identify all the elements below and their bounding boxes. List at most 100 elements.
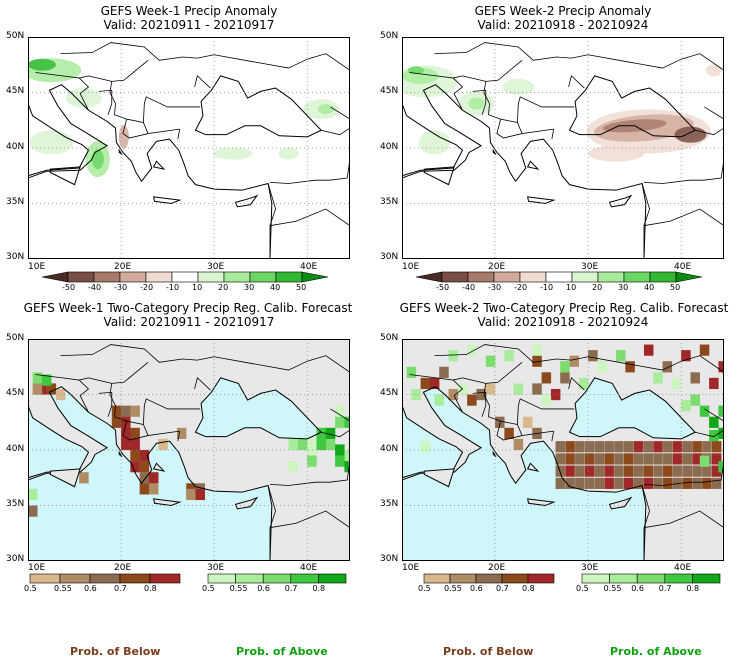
colorbar-tick-label: 0.7 <box>284 584 298 593</box>
colorbar-tick-label: 0.7 <box>658 584 672 593</box>
probability-cell <box>288 461 299 473</box>
probability-cell <box>625 361 635 373</box>
probability-cell <box>565 465 575 477</box>
probability-cell <box>406 366 417 378</box>
island <box>118 450 123 458</box>
colorbar-swatch <box>475 573 503 584</box>
colorbar-tick-label: 0.6 <box>631 584 644 593</box>
panel1-lon-20e: 20E <box>114 262 132 272</box>
border-line <box>551 431 555 442</box>
probability-cell <box>604 465 614 477</box>
colorbar-swatch <box>223 271 251 283</box>
panel2-valid: Valid: 20210918 - 20210924 <box>477 18 649 32</box>
probability-cell <box>682 477 693 489</box>
border-line <box>269 465 349 486</box>
colorbar-swatch <box>119 271 147 283</box>
colorbar-swatch <box>29 573 61 584</box>
border-line <box>516 96 575 123</box>
coastline <box>568 75 696 138</box>
probability-cell <box>671 377 682 390</box>
probability-cell <box>565 441 575 453</box>
probability-cell <box>335 455 345 467</box>
probability-cell <box>690 372 700 384</box>
colorbar-tick-label: 20 <box>592 283 603 292</box>
probability-cell <box>541 394 552 406</box>
probability-cell <box>692 465 702 477</box>
probability-cell <box>79 472 89 484</box>
colorbar-tick-label: 40 <box>270 283 281 292</box>
probability-cell <box>569 355 580 367</box>
probability-cell <box>111 416 122 428</box>
probability-cell <box>643 344 654 356</box>
border-line <box>88 362 149 384</box>
colorbar-tick-label: -10 <box>540 283 554 292</box>
probability-cell <box>32 383 43 395</box>
island <box>423 468 455 488</box>
border-line <box>643 465 723 486</box>
probability-cell <box>663 465 673 477</box>
colorbar-swatch <box>93 271 121 283</box>
precip-anomaly-region <box>407 66 424 75</box>
probability-cell <box>130 450 140 462</box>
probability-cell <box>663 441 673 453</box>
anomaly-colorbar-week2: -50 -40 -30 -20 -10 10 20 30 40 50 <box>415 271 703 292</box>
probability-cell <box>46 383 57 395</box>
probability-cell <box>186 488 196 501</box>
probability-cell <box>709 416 719 428</box>
probability-cell <box>616 350 626 362</box>
island <box>234 496 259 510</box>
panel3-lat-40n: 40N <box>6 444 25 454</box>
colorbar-swatch <box>262 573 292 584</box>
colorbar-swatch <box>290 573 319 584</box>
probability-cell <box>32 372 43 384</box>
probability-cell <box>594 441 605 453</box>
colorbar-tick-label: 0.55 <box>603 584 622 593</box>
probability-cell <box>522 416 533 428</box>
colorbar-tick-label: 0.6 <box>470 584 483 593</box>
panel1-valid: Valid: 20210911 - 20210917 <box>103 18 275 32</box>
island <box>153 196 182 205</box>
colorbar-swatch <box>527 573 555 584</box>
island <box>49 468 81 488</box>
colorbar-tick-label: 0.55 <box>444 584 462 593</box>
probability-cell <box>653 441 663 453</box>
prob-above-colorbar-week1: 0.5 0.55 0.6 0.7 0.8 <box>202 573 347 593</box>
border-line <box>452 77 464 111</box>
probability-cell <box>663 453 673 465</box>
coastlines <box>29 377 322 560</box>
panel3-lat-50n: 50N <box>6 333 25 343</box>
island <box>608 194 633 208</box>
border-line <box>177 431 181 442</box>
panel3-lat-35n: 35N <box>6 499 25 509</box>
colorbar-swatch <box>493 271 521 283</box>
coastline <box>29 386 273 560</box>
colorbar-tick-label: 0.5 <box>576 584 589 593</box>
panel1-lat-40n: 40N <box>6 142 25 152</box>
colorbar-tick-label: 40 <box>644 283 655 292</box>
probability-cell <box>711 453 722 465</box>
probability-cell <box>555 453 566 465</box>
border-line <box>269 510 349 529</box>
border-line <box>330 408 349 421</box>
precip-anomaly-region <box>674 126 707 143</box>
probability-cell <box>699 455 710 467</box>
sea-region <box>403 386 646 560</box>
probability-cell <box>643 477 653 489</box>
probability-cell <box>420 377 431 390</box>
sea-region <box>569 377 696 439</box>
country-borders <box>35 344 349 560</box>
panel1-lon-30e: 30E <box>207 262 225 272</box>
border-line <box>122 119 149 139</box>
border-line <box>409 374 463 381</box>
island <box>527 196 556 205</box>
probability-cell <box>588 350 598 362</box>
probability-cell <box>130 461 140 473</box>
border-line <box>462 60 523 82</box>
probability-cell <box>604 477 614 489</box>
lat-lon-grid <box>403 38 723 258</box>
probability-cell <box>718 405 723 417</box>
probability-cell <box>448 350 459 362</box>
colorbar-tick-label: 0.55 <box>229 584 248 593</box>
border-line <box>568 75 585 89</box>
border-line <box>330 106 349 119</box>
